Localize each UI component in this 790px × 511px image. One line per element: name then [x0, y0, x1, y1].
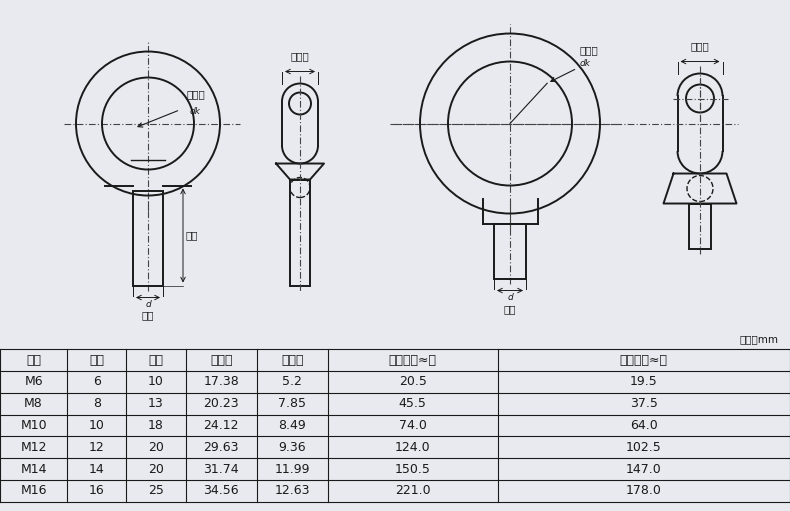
Text: 64.0: 64.0 [630, 419, 658, 432]
Text: 20.23: 20.23 [203, 397, 239, 410]
Text: 147.0: 147.0 [626, 462, 662, 476]
Text: 19.5: 19.5 [630, 376, 658, 388]
Text: M10: M10 [21, 419, 47, 432]
Bar [494, 223, 526, 278]
Text: 20.5: 20.5 [399, 376, 427, 388]
Text: 74.0: 74.0 [399, 419, 427, 432]
Text: 178.0: 178.0 [626, 484, 662, 497]
Text: 10: 10 [88, 419, 105, 432]
Text: 直径: 直径 [504, 305, 516, 314]
Text: 环直径: 环直径 [690, 41, 709, 52]
Bar [689, 203, 711, 248]
Text: 长度: 长度 [186, 230, 198, 241]
Bar [133, 191, 163, 286]
Text: 29.63: 29.63 [204, 441, 239, 454]
Text: 45.5: 45.5 [399, 397, 427, 410]
Text: 24.12: 24.12 [204, 419, 239, 432]
Text: d: d [145, 299, 151, 309]
Text: 20: 20 [148, 462, 164, 476]
Text: 11.99: 11.99 [275, 462, 310, 476]
Text: 吊环单个≈克: 吊环单个≈克 [389, 354, 437, 366]
Text: M14: M14 [21, 462, 47, 476]
Text: 环直径: 环直径 [281, 354, 303, 366]
Text: 16: 16 [89, 484, 104, 497]
Text: 13: 13 [149, 397, 164, 410]
Text: 17.38: 17.38 [203, 376, 239, 388]
Text: 5.2: 5.2 [282, 376, 303, 388]
Text: 14: 14 [89, 462, 104, 476]
Text: 8: 8 [92, 397, 101, 410]
Text: 长度: 长度 [149, 354, 164, 366]
Text: 吊母单个≈克: 吊母单个≈克 [620, 354, 668, 366]
Text: 环直径: 环直径 [291, 52, 310, 61]
Text: 9.36: 9.36 [279, 441, 306, 454]
Text: 18: 18 [148, 419, 164, 432]
Text: 221.0: 221.0 [395, 484, 431, 497]
Text: 环内径: 环内径 [579, 45, 598, 55]
Text: 规格: 规格 [26, 354, 41, 366]
Text: 31.74: 31.74 [203, 462, 239, 476]
Text: 20: 20 [148, 441, 164, 454]
Text: 7.85: 7.85 [278, 397, 307, 410]
Text: 25: 25 [148, 484, 164, 497]
Text: 环内径: 环内径 [210, 354, 232, 366]
Text: 直径: 直径 [141, 311, 154, 320]
Text: 124.0: 124.0 [395, 441, 431, 454]
Text: M6: M6 [24, 376, 43, 388]
Text: M12: M12 [21, 441, 47, 454]
Text: d: d [507, 292, 513, 301]
Text: dk: dk [579, 59, 590, 68]
Text: 直径: 直径 [89, 354, 104, 366]
Text: 12.63: 12.63 [275, 484, 310, 497]
Text: 10: 10 [148, 376, 164, 388]
Text: 102.5: 102.5 [626, 441, 662, 454]
Text: 6: 6 [93, 376, 100, 388]
Text: M8: M8 [24, 397, 43, 410]
Bar [290, 179, 310, 286]
Text: 8.49: 8.49 [278, 419, 307, 432]
Text: 单位：mm: 单位：mm [739, 334, 778, 344]
Text: 150.5: 150.5 [395, 462, 431, 476]
Text: dk: dk [190, 107, 201, 116]
Text: 34.56: 34.56 [203, 484, 239, 497]
Text: M16: M16 [21, 484, 47, 497]
Text: 37.5: 37.5 [630, 397, 658, 410]
Text: 环内径: 环内径 [186, 89, 205, 99]
Text: 12: 12 [89, 441, 104, 454]
